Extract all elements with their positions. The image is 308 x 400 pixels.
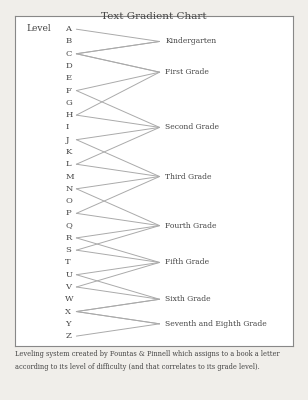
Text: Fourth Grade: Fourth Grade	[165, 222, 217, 230]
Text: O: O	[65, 197, 72, 205]
Text: L: L	[65, 160, 71, 168]
Text: F: F	[65, 86, 71, 94]
Text: Second Grade: Second Grade	[165, 124, 219, 132]
Text: R: R	[65, 234, 71, 242]
Text: Sixth Grade: Sixth Grade	[165, 295, 211, 303]
Text: Q: Q	[65, 222, 72, 230]
Text: M: M	[65, 172, 74, 180]
Text: Text Gradient Chart: Text Gradient Chart	[101, 12, 207, 21]
Text: Z: Z	[65, 332, 71, 340]
Text: A: A	[65, 25, 71, 33]
Text: P: P	[65, 209, 71, 217]
Text: B: B	[65, 38, 71, 46]
Text: W: W	[65, 295, 74, 303]
Text: C: C	[65, 50, 72, 58]
Text: G: G	[65, 99, 72, 107]
Text: First Grade: First Grade	[165, 68, 209, 76]
Text: Kindergarten: Kindergarten	[165, 38, 216, 46]
Text: V: V	[65, 283, 71, 291]
Text: X: X	[65, 308, 71, 316]
Text: T: T	[65, 258, 71, 266]
Text: Seventh and Eighth Grade: Seventh and Eighth Grade	[165, 320, 267, 328]
Text: E: E	[65, 74, 71, 82]
Text: Y: Y	[65, 320, 71, 328]
Text: U: U	[65, 271, 72, 279]
Text: Fifth Grade: Fifth Grade	[165, 258, 209, 266]
Text: N: N	[65, 185, 73, 193]
Text: S: S	[65, 246, 71, 254]
Text: Leveling system created by Fountas & Pinnell which assigns to a book a letter: Leveling system created by Fountas & Pin…	[15, 350, 280, 358]
Text: Third Grade: Third Grade	[165, 172, 212, 180]
Text: I: I	[65, 124, 69, 132]
Text: Level: Level	[26, 24, 51, 33]
Text: H: H	[65, 111, 73, 119]
Text: D: D	[65, 62, 72, 70]
Text: J: J	[65, 136, 69, 144]
Text: K: K	[65, 148, 72, 156]
Text: according to its level of difficulty (and that correlates to its grade level).: according to its level of difficulty (an…	[15, 363, 260, 371]
